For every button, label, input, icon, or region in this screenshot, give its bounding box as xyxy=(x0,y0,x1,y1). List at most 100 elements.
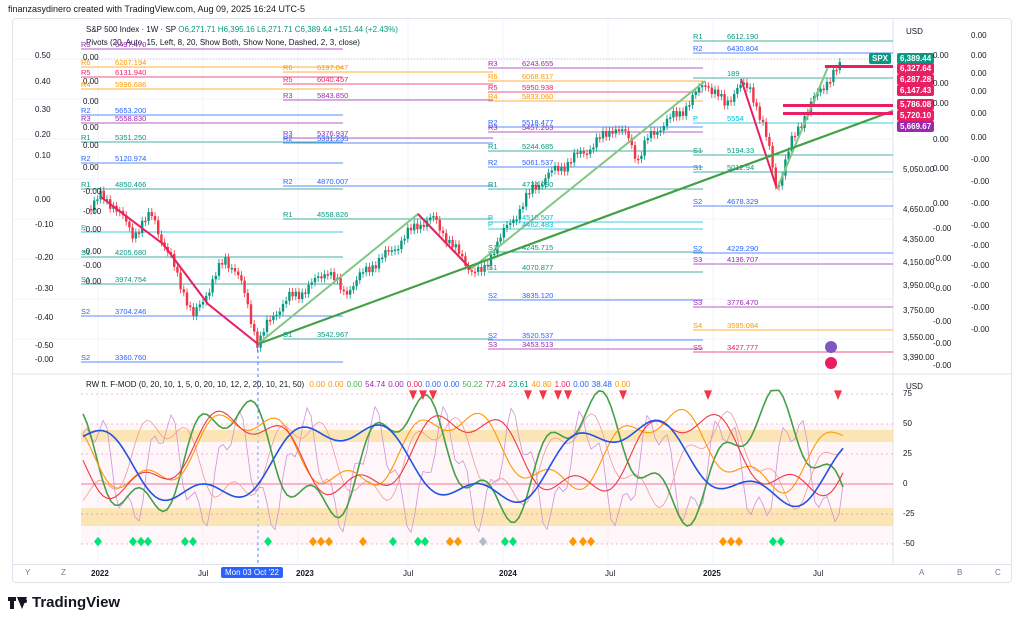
signal-diamond xyxy=(509,536,517,547)
symbol-legend[interactable]: S&P 500 Index · 1W · SP O6,271.71 H6,395… xyxy=(86,25,398,34)
signal-diamond xyxy=(389,536,397,547)
candle-body xyxy=(390,250,393,252)
chart-frame[interactable]: S&P 500 Index · 1W · SP O6,271.71 H6,395… xyxy=(12,18,1012,583)
oscillator-axis-label[interactable]: 25 xyxy=(903,449,912,458)
candle-body xyxy=(573,152,576,163)
candle-body xyxy=(665,118,669,127)
price-tag: 5,669.67 xyxy=(897,121,935,132)
oscillator-axis-label[interactable]: -50 xyxy=(903,539,915,548)
pivot-label: S2 xyxy=(488,331,498,340)
pivot-value: 6131.940 xyxy=(115,68,147,77)
candle-body xyxy=(589,149,592,155)
signal-diamond xyxy=(587,536,595,547)
pivot-value: 5012.94 xyxy=(727,163,755,172)
time-axis-label[interactable]: Jul xyxy=(403,569,414,578)
price-axis-label[interactable]: 3,950.00 xyxy=(903,281,935,290)
candle-body xyxy=(301,292,304,299)
signal-diamond xyxy=(359,536,367,547)
candle-body xyxy=(96,199,99,201)
zigzag-down-leg xyxy=(100,196,259,345)
candle-body xyxy=(237,271,240,276)
pivot-label: R5 xyxy=(283,75,293,84)
time-axis-label[interactable]: Jul xyxy=(813,569,824,578)
overlay-scale-b-right: 0.00 xyxy=(971,87,987,96)
candle-body xyxy=(429,217,432,221)
flag-icon[interactable] xyxy=(825,357,837,369)
symbol-name[interactable]: S&P 500 Index · 1W · SP xyxy=(86,25,176,34)
price-axis-label[interactable]: 4,350.00 xyxy=(903,235,935,244)
candle-body xyxy=(493,253,496,256)
time-axis-label[interactable]: 2023 xyxy=(296,569,314,578)
candle-body xyxy=(320,276,323,279)
candle-body xyxy=(176,266,179,273)
overlay-scale-a-label: 0.10 xyxy=(35,151,51,160)
time-axis-label[interactable]: Jul xyxy=(198,569,209,578)
candle-body xyxy=(515,219,518,222)
pivot-value: 3974.754 xyxy=(115,275,147,284)
candle-body xyxy=(419,224,422,230)
oscillator-axis-label[interactable]: 75 xyxy=(903,389,912,398)
signal-diamond xyxy=(735,536,743,547)
time-axis-label[interactable]: 2024 xyxy=(499,569,517,578)
time-axis[interactable]: 2022 Jul 2023 Jul 2024 Jul 2025 Jul Mon 03 Oct '… xyxy=(13,564,1011,582)
price-axis-label[interactable]: 5,050.00 xyxy=(903,165,935,174)
overlay-scale-b-left: 0.00 xyxy=(83,123,99,132)
price-axis-label[interactable]: 4,150.00 xyxy=(903,258,935,267)
candle-body xyxy=(246,292,249,305)
oscillator-legend[interactable]: RW ft. F-MOD (0, 20, 10, 1, 5, 0, 20, 10… xyxy=(86,380,636,389)
lightning-icon[interactable] xyxy=(825,341,837,353)
pivots-legend[interactable]: Pivots (20, Auto, 15, Left, 8, 20, Show … xyxy=(86,38,360,47)
pivot-label: R3 xyxy=(488,123,498,132)
oscillator-name[interactable]: RW ft. F-MOD (0, 20, 10, 1, 5, 0, 20, 10… xyxy=(86,380,305,389)
pivot-value: 6267.194 xyxy=(115,58,147,67)
sell-marker xyxy=(564,390,572,400)
price-axis-label[interactable]: 3,390.00 xyxy=(903,353,935,362)
oscillator-axis-label[interactable]: 0 xyxy=(903,479,908,488)
corner-button-y[interactable]: Y xyxy=(25,568,31,577)
candle-body xyxy=(227,257,230,269)
candle-body xyxy=(736,87,739,94)
price-tag: 6,327.64 xyxy=(897,63,935,74)
candle-body xyxy=(464,256,467,266)
corner-button-z[interactable]: Z xyxy=(61,568,66,577)
pivot-value: 4870.007 xyxy=(317,177,349,186)
pivot-label: R3 xyxy=(488,59,498,68)
corner-button-b[interactable]: B xyxy=(957,568,963,577)
candle-body xyxy=(384,250,387,258)
signal-diamond xyxy=(144,536,152,547)
oscillator-axis-label[interactable]: 50 xyxy=(903,419,912,428)
candle-body xyxy=(243,280,246,293)
candle-body xyxy=(726,100,729,106)
corner-button-a[interactable]: A xyxy=(919,568,925,577)
candle-body xyxy=(755,102,758,107)
overlay-scale-b-mid: 0.00 xyxy=(933,164,949,173)
signal-diamond xyxy=(414,536,422,547)
pivot-label: R1 xyxy=(283,210,293,219)
time-axis-label[interactable]: 2025 xyxy=(703,569,721,578)
pivot-label: S1 xyxy=(488,243,498,252)
price-axis-label[interactable]: 4,650.00 xyxy=(903,205,935,214)
overlay-scale-a-label: -0.50 xyxy=(35,341,54,350)
candle-body xyxy=(310,282,313,285)
pivot-value: 6197.047 xyxy=(317,63,349,72)
price-axis-label[interactable]: 3,550.00 xyxy=(903,333,935,342)
candle-body xyxy=(819,88,822,93)
overlay-scale-b-mid: 0.00 xyxy=(933,51,949,60)
price-axis-label[interactable]: 3,750.00 xyxy=(903,306,935,315)
signal-diamond xyxy=(719,536,727,547)
candle-body xyxy=(630,138,633,146)
candle-body xyxy=(649,130,653,139)
oscillator-axis-label[interactable]: -25 xyxy=(903,509,915,518)
candle-body xyxy=(541,184,544,186)
pivot-value: 5061.537 xyxy=(522,158,554,167)
time-axis-label[interactable]: Jul xyxy=(605,569,616,578)
candle-body xyxy=(483,264,486,272)
pivot-value: 5244.685 xyxy=(522,142,554,151)
price-chart-canvas[interactable] xyxy=(13,19,1011,582)
candle-body xyxy=(435,216,438,220)
time-axis-label[interactable]: 2022 xyxy=(91,569,109,578)
candle-body xyxy=(697,87,701,92)
corner-button-c[interactable]: C xyxy=(995,568,1001,577)
pivot-value: 5996.686 xyxy=(115,80,147,89)
overlay-scale-b-left: 0.00 xyxy=(83,53,99,62)
